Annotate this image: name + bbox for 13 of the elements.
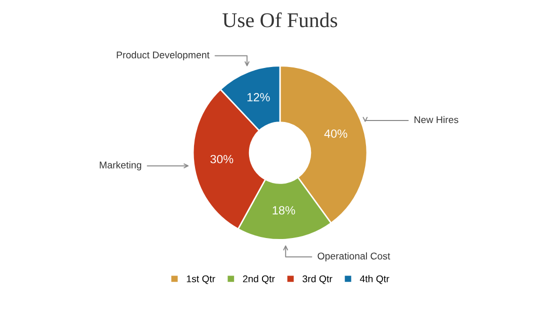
legend-label: 3rd Qtr: [302, 275, 332, 284]
text: Product Development: [116, 51, 210, 60]
text: New Hires: [414, 116, 458, 124]
legend-label: 1st Qtr: [186, 275, 216, 284]
data-label: 12%: [247, 93, 270, 102]
data-label: 40%: [324, 129, 348, 138]
legend-label: 2nd Qtr: [243, 275, 275, 284]
legend-label: 4th Qtr: [360, 275, 390, 284]
text: Operational Cost: [318, 252, 390, 262]
data-label: 30%: [210, 154, 234, 164]
text: Marketing: [100, 161, 142, 170]
chart-title: Use Of Funds: [222, 12, 338, 28]
data-label: 18%: [272, 206, 296, 215]
